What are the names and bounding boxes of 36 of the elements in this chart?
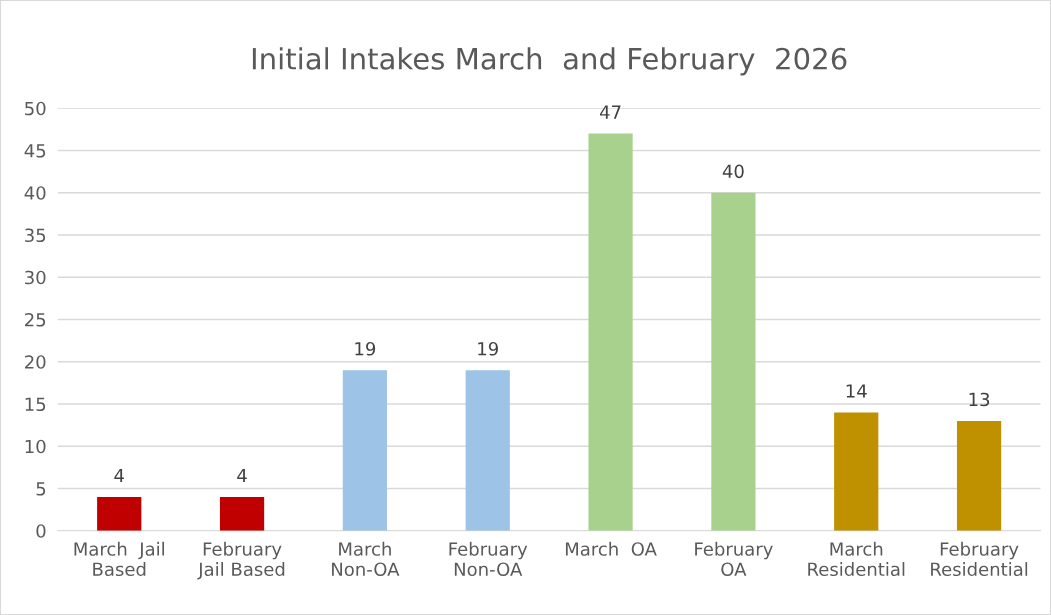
x-tick-label: February Residential xyxy=(931,541,1028,577)
y-tick-label: 15 xyxy=(25,397,46,412)
chart-title: Initial Intakes March and February 2026 xyxy=(252,47,847,76)
x-tick-label: February Jail Based xyxy=(197,541,285,580)
y-tick-label: 0 xyxy=(36,524,46,538)
x-tick-label: February Non-OA xyxy=(449,541,528,577)
bar xyxy=(834,412,879,531)
y-tick-label: 25 xyxy=(25,312,46,327)
y-tick-label: 35 xyxy=(25,228,46,243)
x-tick-label: February OA xyxy=(695,541,773,577)
bar xyxy=(97,496,142,531)
data-label: 14 xyxy=(846,384,867,398)
bar xyxy=(219,496,265,531)
x-tick-label: March Jail Based xyxy=(74,541,164,577)
data-label: 19 xyxy=(478,341,498,356)
data-label: 40 xyxy=(722,164,744,179)
bar xyxy=(588,133,633,531)
y-tick-label: 10 xyxy=(25,439,46,454)
y-tick-label: 45 xyxy=(24,144,46,158)
data-label: 4 xyxy=(237,468,247,483)
data-label: 47 xyxy=(599,105,621,119)
data-label: 19 xyxy=(355,341,376,356)
x-tick-label: March Residential xyxy=(808,541,905,577)
bar xyxy=(342,370,387,531)
y-tick-label: 20 xyxy=(25,355,46,369)
data-label: 4 xyxy=(114,468,124,483)
bar xyxy=(465,370,510,531)
data-label: 13 xyxy=(969,392,990,407)
x-tick-label: March OA xyxy=(565,541,657,556)
y-tick-label: 5 xyxy=(36,482,46,496)
x-tick-label: March Non-OA xyxy=(332,541,400,577)
y-tick-label: 40 xyxy=(24,186,46,200)
y-tick-label: 30 xyxy=(25,270,46,285)
bar xyxy=(711,192,756,531)
y-tick-label: 50 xyxy=(25,101,46,116)
bar xyxy=(956,420,1002,531)
